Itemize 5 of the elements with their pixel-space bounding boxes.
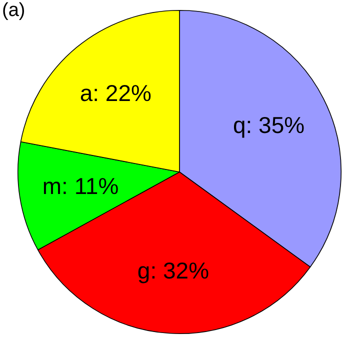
chart-title: (a) — [2, 0, 26, 22]
slice-label: q: 35% — [232, 112, 305, 138]
slice-label: a: 22% — [80, 80, 152, 106]
slice-label: m: 11% — [42, 173, 119, 200]
slice-label: g: 32% — [137, 257, 210, 284]
